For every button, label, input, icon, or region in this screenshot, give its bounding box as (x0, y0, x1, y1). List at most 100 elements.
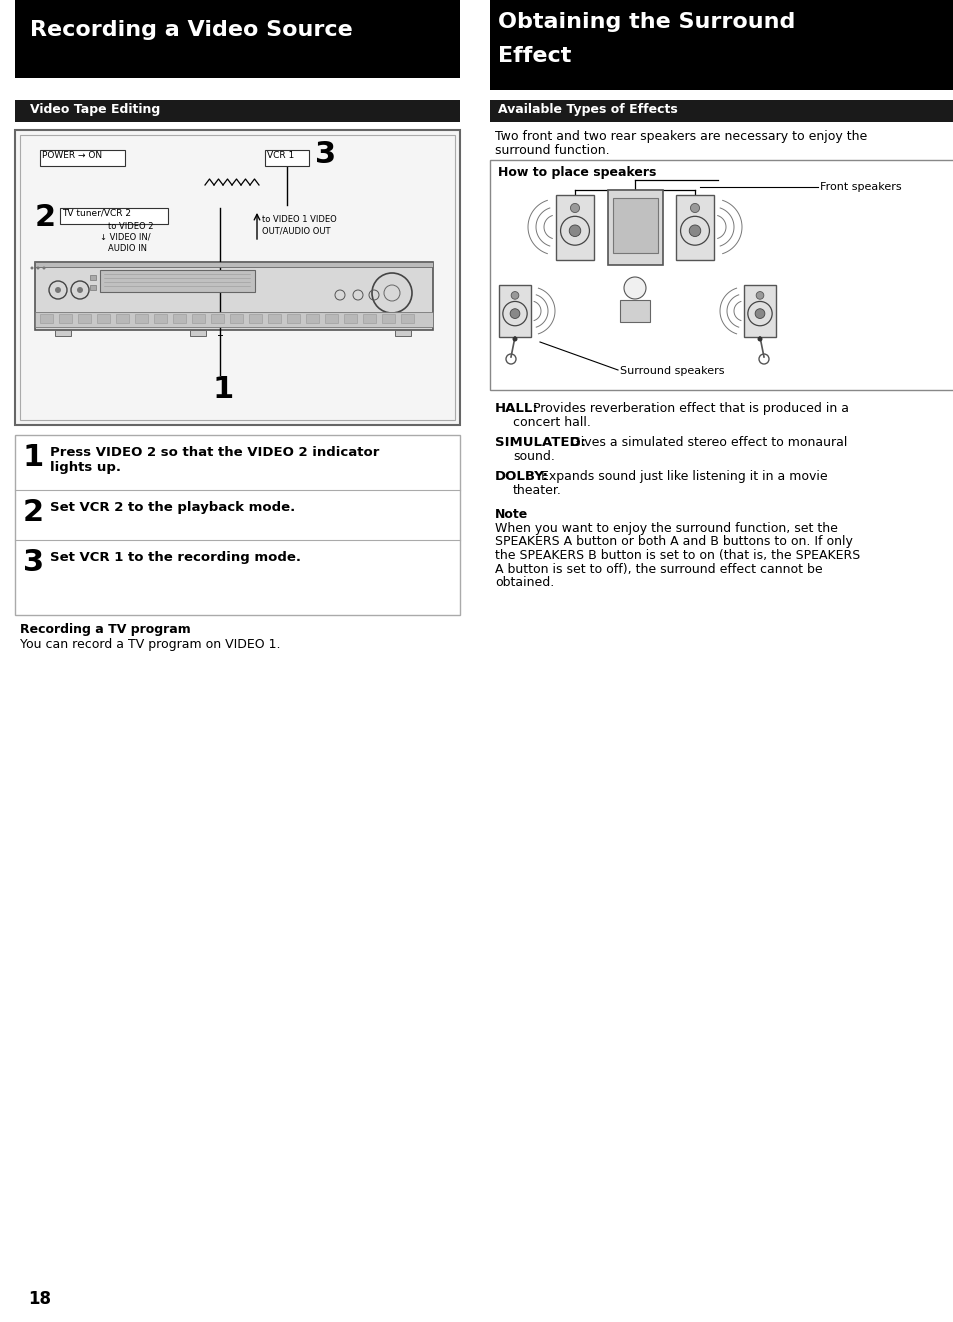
Text: Available Types of Effects: Available Types of Effects (497, 103, 677, 116)
Bar (20, 135, 455, 420)
Text: 3: 3 (23, 549, 44, 576)
Text: Expands sound just like listening it in a movie: Expands sound just like listening it in … (537, 471, 827, 483)
Bar (268, 315, 281, 323)
Bar (490, 0, 953, 90)
Circle shape (36, 267, 39, 270)
Text: You can record a TV program on VIDEO 1.: You can record a TV program on VIDEO 1. (20, 639, 280, 650)
Bar (40, 149, 125, 167)
Bar (15, 435, 459, 615)
Bar (607, 190, 662, 264)
Bar (15, 0, 459, 78)
Text: SIMULATED:: SIMULATED: (495, 436, 585, 449)
Text: SPEAKERS A button or both A and B buttons to on. If only: SPEAKERS A button or both A and B button… (495, 535, 852, 549)
Text: surround function.: surround function. (495, 144, 609, 157)
Bar (344, 315, 356, 323)
Text: to VIDEO 2: to VIDEO 2 (108, 222, 153, 231)
Bar (498, 286, 531, 337)
Circle shape (756, 292, 763, 299)
Bar (59, 315, 71, 323)
Bar (135, 315, 148, 323)
Text: sound.: sound. (513, 449, 555, 463)
Bar (55, 330, 71, 336)
Text: Obtaining the Surround: Obtaining the Surround (497, 12, 795, 32)
Bar (100, 270, 254, 292)
Circle shape (757, 337, 761, 341)
Text: DOLBY:: DOLBY: (495, 471, 548, 483)
Circle shape (55, 287, 61, 293)
Bar (35, 262, 433, 330)
Text: Two front and two rear speakers are necessary to enjoy the: Two front and two rear speakers are nece… (495, 130, 866, 143)
Text: obtained.: obtained. (495, 576, 554, 590)
Text: 18: 18 (28, 1290, 51, 1307)
Text: Recording a Video Source: Recording a Video Source (30, 20, 353, 40)
Bar (287, 315, 299, 323)
Circle shape (623, 278, 645, 299)
Bar (325, 315, 337, 323)
Bar (172, 315, 186, 323)
Text: How to place speakers: How to place speakers (497, 167, 656, 178)
Text: Set VCR 2 to the playback mode.: Set VCR 2 to the playback mode. (50, 501, 294, 514)
Text: 1: 1 (23, 443, 44, 472)
Bar (363, 315, 375, 323)
Bar (60, 208, 168, 223)
Bar (116, 315, 129, 323)
Text: Set VCR 1 to the recording mode.: Set VCR 1 to the recording mode. (50, 551, 301, 564)
Bar (211, 315, 224, 323)
Text: Video Tape Editing: Video Tape Editing (30, 103, 160, 116)
Bar (15, 130, 459, 424)
Bar (15, 100, 459, 122)
Text: 2: 2 (23, 498, 44, 527)
Bar (490, 160, 953, 390)
Text: to VIDEO 1 VIDEO: to VIDEO 1 VIDEO (262, 215, 336, 223)
Bar (153, 315, 167, 323)
Text: theater.: theater. (513, 484, 561, 497)
Circle shape (569, 225, 580, 237)
Text: Provides reverberation effect that is produced in a: Provides reverberation effect that is pr… (529, 402, 848, 415)
Bar (400, 315, 414, 323)
Text: Note: Note (495, 508, 528, 521)
Bar (192, 315, 205, 323)
Circle shape (755, 309, 764, 319)
Text: OUT/AUDIO OUT: OUT/AUDIO OUT (262, 226, 330, 235)
Text: HALL:: HALL: (495, 402, 538, 415)
Circle shape (77, 287, 83, 293)
Text: TV tuner/VCR 2: TV tuner/VCR 2 (62, 209, 131, 218)
Bar (35, 312, 433, 327)
Text: Front speakers: Front speakers (820, 182, 901, 192)
Bar (306, 315, 318, 323)
Text: POWER → ON: POWER → ON (42, 151, 102, 160)
Bar (90, 275, 96, 280)
Bar (490, 100, 953, 122)
Circle shape (570, 204, 579, 213)
Bar (556, 196, 594, 260)
Bar (40, 315, 53, 323)
Text: Gives a simulated stereo effect to monaural: Gives a simulated stereo effect to monau… (566, 436, 846, 449)
Circle shape (510, 309, 519, 319)
Text: 1: 1 (213, 375, 234, 405)
Bar (619, 300, 649, 323)
Bar (249, 315, 262, 323)
Bar (613, 198, 658, 253)
Bar (381, 315, 395, 323)
Bar (35, 262, 433, 267)
Bar (190, 330, 206, 336)
Text: When you want to enjoy the surround function, set the: When you want to enjoy the surround func… (495, 522, 837, 535)
Text: the SPEAKERS B button is set to on (that is, the SPEAKERS: the SPEAKERS B button is set to on (that… (495, 549, 860, 562)
Circle shape (43, 267, 46, 270)
Text: concert hall.: concert hall. (513, 416, 590, 430)
Text: AUDIO IN: AUDIO IN (108, 245, 147, 253)
Bar (90, 286, 96, 290)
Bar (395, 330, 411, 336)
Bar (265, 149, 309, 167)
Text: A button is set to off), the surround effect cannot be: A button is set to off), the surround ef… (495, 562, 821, 575)
Text: Press VIDEO 2 so that the VIDEO 2 indicator: Press VIDEO 2 so that the VIDEO 2 indica… (50, 446, 379, 459)
Circle shape (690, 204, 699, 213)
Text: ↓ VIDEO IN/: ↓ VIDEO IN/ (100, 233, 151, 242)
Text: Effect: Effect (497, 46, 571, 66)
Circle shape (512, 337, 517, 341)
Bar (676, 196, 713, 260)
Text: 2: 2 (35, 204, 56, 231)
Text: Recording a TV program: Recording a TV program (20, 623, 191, 636)
Circle shape (30, 267, 33, 270)
Text: lights up.: lights up. (50, 461, 121, 475)
